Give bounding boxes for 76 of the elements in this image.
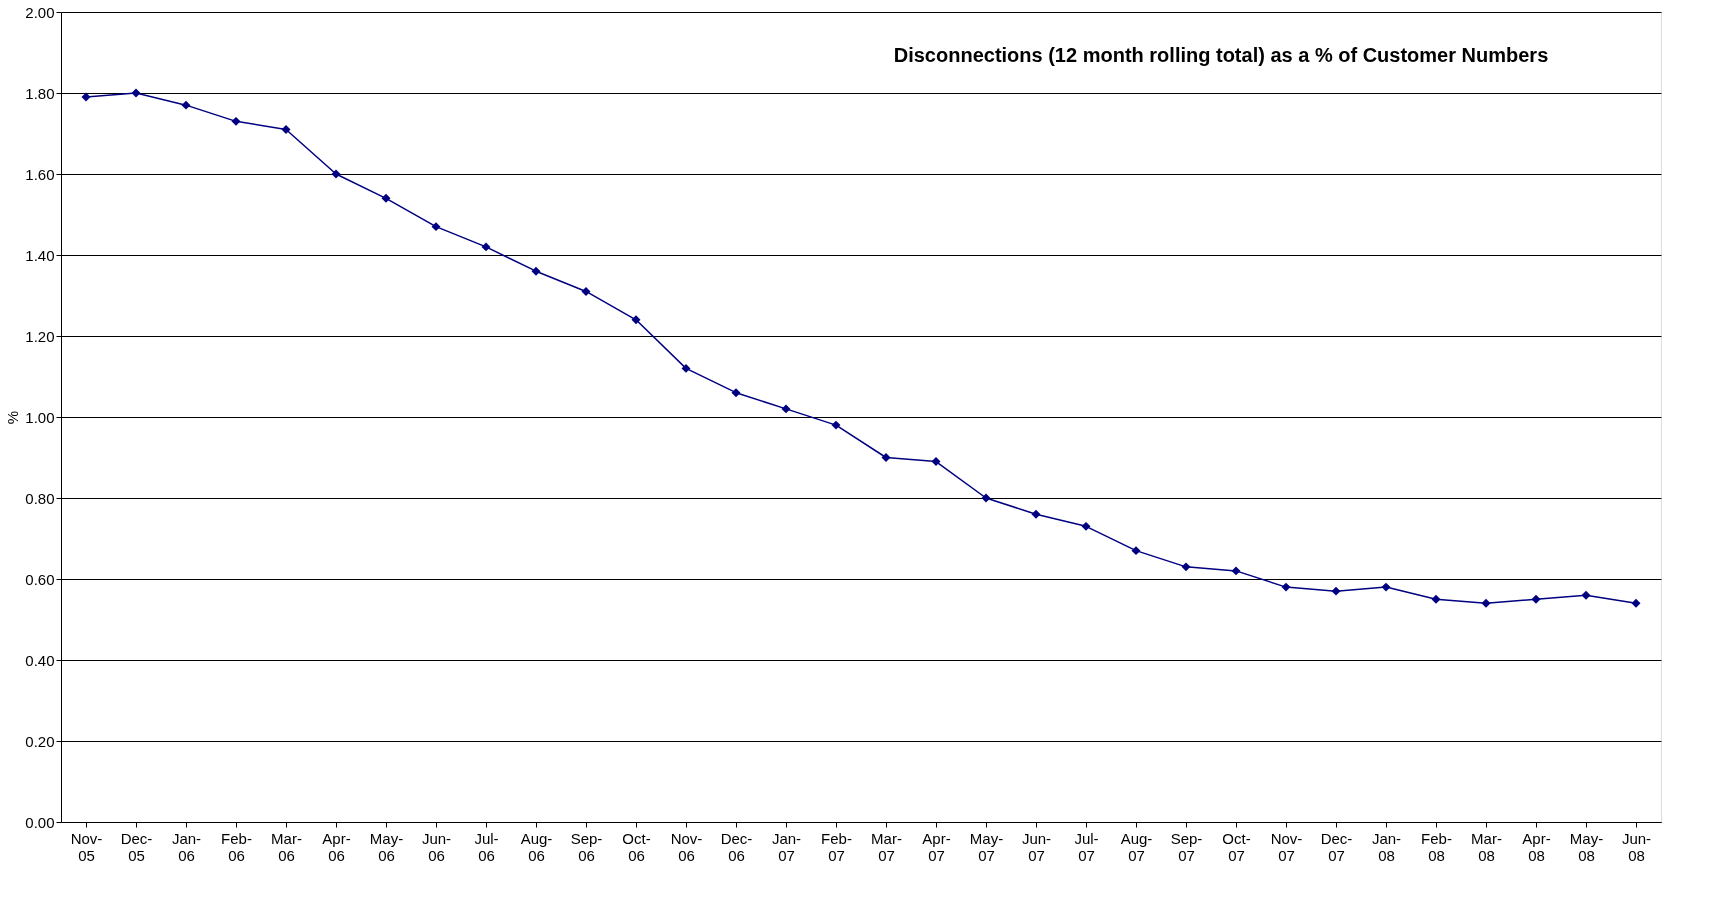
x-tick-label: May-06 bbox=[369, 829, 404, 864]
x-tick-label: Jun-06 bbox=[421, 829, 452, 864]
y-tick-label: 0.80 bbox=[25, 489, 55, 507]
x-tick-label: Mar-07 bbox=[871, 829, 902, 864]
point bbox=[1581, 590, 1591, 600]
x-tick-label: Nov-07 bbox=[1270, 829, 1303, 864]
x-tick-label: Sep-06 bbox=[570, 829, 603, 864]
y-tick-label: 2.00 bbox=[25, 3, 55, 21]
x-tick-label: Jan-07 bbox=[771, 829, 802, 864]
y-tick-label: 0.20 bbox=[25, 732, 55, 750]
x-tick-label: Jun-08 bbox=[1621, 829, 1652, 864]
x-tick-label: Dec-06 bbox=[720, 829, 753, 864]
point bbox=[931, 457, 941, 467]
point bbox=[1431, 594, 1441, 604]
x-tick-label: Feb-06 bbox=[221, 829, 252, 864]
x-tick-label: Aug-06 bbox=[520, 829, 553, 864]
x-tick-label: Apr-08 bbox=[1522, 829, 1551, 864]
point bbox=[1631, 598, 1641, 608]
point bbox=[131, 88, 141, 98]
y-tick-label: 1.60 bbox=[25, 165, 55, 183]
point bbox=[681, 363, 691, 373]
point bbox=[181, 100, 191, 110]
x-tick-label: Jun-07 bbox=[1021, 829, 1052, 864]
point bbox=[981, 493, 991, 503]
y-axis-title: % bbox=[4, 410, 22, 425]
y-tick-label: 1.40 bbox=[25, 246, 55, 264]
point bbox=[1281, 582, 1291, 592]
x-tick-label: Nov-05 bbox=[70, 829, 103, 864]
x-tick-label: Jul-07 bbox=[1074, 829, 1099, 864]
y-tick-label: 1.80 bbox=[25, 84, 55, 102]
y-tick-label: 1.00 bbox=[25, 408, 55, 426]
x-tick-label: Feb-08 bbox=[1421, 829, 1452, 864]
point bbox=[231, 116, 241, 126]
x-tick-label: Mar-08 bbox=[1471, 829, 1502, 864]
point bbox=[731, 388, 741, 398]
x-tick-label: Dec-05 bbox=[120, 829, 153, 864]
point bbox=[481, 242, 491, 252]
y-tick-label: 1.20 bbox=[25, 327, 55, 345]
point bbox=[1531, 594, 1541, 604]
text: Disconnections (12 month rolling total) as a % of Customer Numbers bbox=[893, 44, 1549, 66]
y-tick-label: 0.40 bbox=[25, 651, 55, 669]
x-tick-label: Feb-07 bbox=[821, 829, 852, 864]
x-tick-label: Aug-07 bbox=[1120, 829, 1153, 864]
x-tick-label: Apr-06 bbox=[322, 829, 351, 864]
x-tick-label: May-07 bbox=[969, 829, 1004, 864]
point bbox=[631, 315, 641, 325]
x-tick-label: Jan-06 bbox=[171, 829, 202, 864]
point bbox=[1331, 586, 1341, 596]
point bbox=[281, 124, 291, 134]
x-tick-label: Mar-06 bbox=[271, 829, 302, 864]
point bbox=[581, 286, 591, 296]
point bbox=[431, 222, 441, 232]
x-tick-label: Dec-07 bbox=[1320, 829, 1353, 864]
point bbox=[781, 404, 791, 414]
point bbox=[1381, 582, 1391, 592]
y-tick-label: 0.00 bbox=[25, 813, 55, 831]
point bbox=[81, 92, 91, 102]
x-tick-label: Oct-07 bbox=[1222, 829, 1251, 864]
point bbox=[1231, 566, 1241, 576]
x-tick-label: Jan-08 bbox=[1371, 829, 1402, 864]
point bbox=[531, 266, 541, 276]
x-tick-label: Jul-06 bbox=[474, 829, 499, 864]
x-tick-label: May-08 bbox=[1569, 829, 1604, 864]
point bbox=[1031, 509, 1041, 519]
point bbox=[1081, 521, 1091, 531]
point bbox=[381, 193, 391, 203]
point bbox=[1131, 546, 1141, 556]
point bbox=[831, 420, 841, 430]
x-tick-label: Oct-06 bbox=[622, 829, 651, 864]
x-tick-label: Nov-06 bbox=[670, 829, 703, 864]
point bbox=[1481, 598, 1491, 608]
point bbox=[331, 169, 341, 179]
x-tick-label: Sep-07 bbox=[1170, 829, 1203, 864]
point bbox=[1181, 562, 1191, 572]
y-tick-label: 0.60 bbox=[25, 570, 55, 588]
x-tick-label: Apr-07 bbox=[922, 829, 951, 864]
